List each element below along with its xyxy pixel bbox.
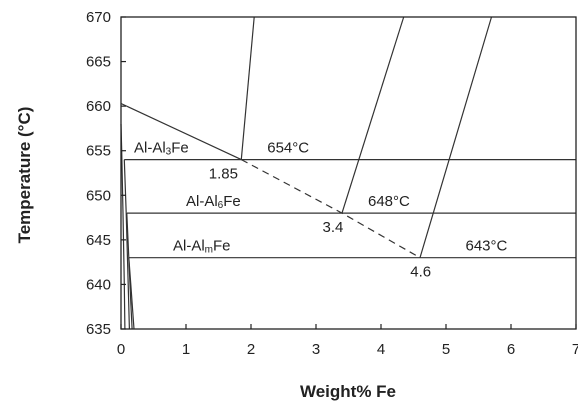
x-tick-label: 6: [507, 341, 515, 358]
liquidus-line-solid: [120, 102, 242, 161]
y-tick-label: 635: [86, 321, 111, 338]
y-tick-label: 670: [86, 9, 111, 26]
phase-label-tail: Fe: [171, 139, 189, 156]
x-tick-label: 3: [312, 341, 320, 358]
annotation-comp-185: 1.85: [209, 165, 238, 182]
x-tick-label: 4: [377, 341, 385, 358]
phase-label-tail: Fe: [213, 238, 231, 255]
y-tick-label: 665: [86, 54, 111, 71]
annotations: Al-Al3FeAl-Al6FeAl-AlmFe654°C648°C643°C1…: [134, 139, 508, 280]
phase-label-subscript: m: [205, 245, 213, 256]
annotation-comp-46: 4.6: [410, 263, 431, 280]
phase-label-tail: Fe: [223, 193, 241, 210]
x-tick-label: 5: [442, 341, 450, 358]
x-axis-title: Weight% Fe: [300, 382, 396, 401]
annotation-temp-648: 648°C: [368, 193, 410, 210]
x-tick-label: 7: [572, 341, 578, 358]
phase-label-eutectic-almfe: Al-AlmFe: [173, 238, 231, 256]
phase-label-main: Al-Al: [173, 238, 205, 255]
phase-label-eutectic-al6fe: Al-Al6Fe: [186, 193, 241, 211]
phase-boundary-3: [419, 16, 493, 258]
annotation-comp-34: 3.4: [323, 219, 344, 236]
phase-label-main: Al-Al: [186, 193, 218, 210]
annotation-temp-654: 654°C: [267, 139, 309, 156]
y-tick-label: 640: [86, 276, 111, 293]
y-tick-label: 660: [86, 98, 111, 115]
solvus-curve-3: [126, 213, 133, 330]
plot-marks: [120, 16, 576, 330]
phase-label-subscript: 3: [166, 146, 172, 157]
y-axis-ticks: 635 640 645 650 655 660 665 670: [86, 9, 126, 338]
plot-frame: [120, 16, 577, 330]
y-tick-label: 655: [86, 143, 111, 160]
x-tick-label: 0: [117, 341, 125, 358]
solvus-curve-4: [128, 257, 135, 330]
y-axis-title: Temperature (°C): [15, 107, 34, 244]
annotation-temp-643: 643°C: [466, 238, 508, 255]
x-tick-label: 1: [182, 341, 190, 358]
x-axis-ticks: 0 1 2 3 4 5 6 7: [117, 324, 578, 358]
y-tick-label: 645: [86, 232, 111, 249]
solvus-curve-2: [123, 159, 130, 330]
y-tick-label: 650: [86, 187, 111, 204]
phase-label-main: Al-Al: [134, 139, 166, 156]
phase-boundary-2: [341, 16, 405, 214]
phase-boundary-1: [240, 16, 255, 160]
x-tick-label: 2: [247, 341, 255, 358]
phase-label-subscript: 6: [218, 200, 224, 211]
phase-label-eutectic-al3fe: Al-Al3Fe: [134, 139, 189, 157]
